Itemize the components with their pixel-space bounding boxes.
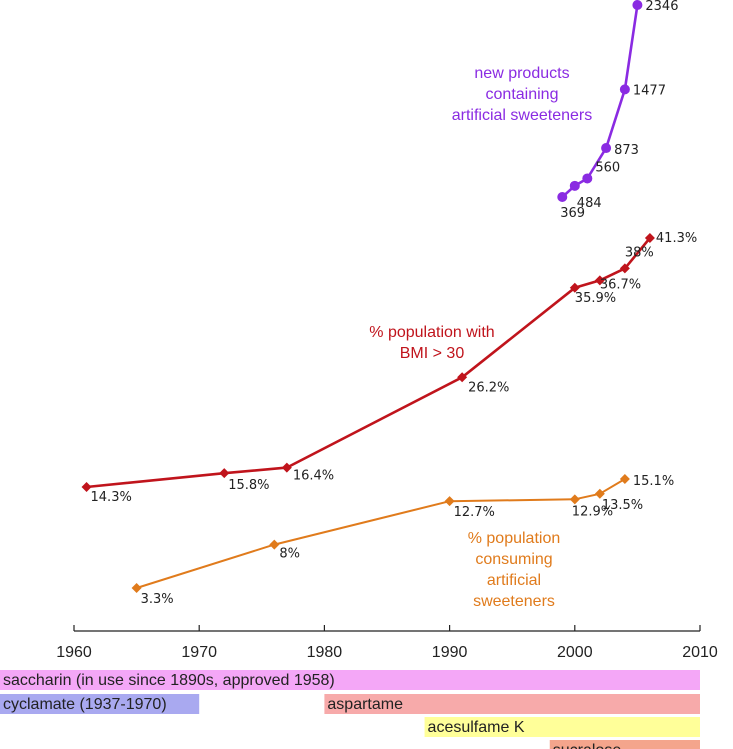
timeline-bar: aspartame <box>324 694 700 714</box>
timeline-bar: saccharin (in use since 1890s, approved … <box>0 670 700 690</box>
data-point <box>632 0 643 10</box>
data-label: 873 <box>614 143 639 158</box>
series-label-line: sweeteners <box>473 593 555 610</box>
x-tick-label: 1990 <box>432 644 468 661</box>
data-point <box>619 474 630 484</box>
data-label: 2346 <box>645 0 678 14</box>
timeline-bar-label: saccharin (in use since 1890s, approved … <box>3 672 335 689</box>
series-label: % population consuming artificial sweetener… <box>468 530 561 610</box>
timeline-bar: acesulfame K <box>424 717 700 737</box>
timeline-bar-fill <box>0 670 700 690</box>
data-label: 35.9% <box>575 291 616 306</box>
data-label: 1477 <box>633 83 666 98</box>
data-label: 484 <box>577 196 602 211</box>
data-label: 3.3% <box>141 592 174 607</box>
timeline-bar: sucralose <box>549 740 700 749</box>
timeline-bar-label: cyclamate (1937-1970) <box>3 696 167 713</box>
x-tick-label: 2000 <box>557 644 593 661</box>
data-point <box>582 173 593 184</box>
data-point <box>81 482 92 492</box>
data-label: 41.3% <box>656 231 697 246</box>
data-label: 8% <box>279 547 300 562</box>
series-label-line: % population with <box>369 324 494 341</box>
x-tick-label: 1980 <box>307 644 343 661</box>
timeline-bar-label: aspartame <box>327 696 403 713</box>
timeline-bar: cyclamate (1937-1970) <box>0 694 200 714</box>
data-label: 12.7% <box>454 505 495 520</box>
timeline-bar-fill <box>424 717 700 737</box>
series-line <box>136 478 626 589</box>
series-label-line: artificial <box>487 572 541 589</box>
data-point <box>281 462 292 473</box>
x-tick-label: 1970 <box>181 644 217 661</box>
data-point <box>594 275 605 286</box>
data-label: 16.4% <box>293 469 334 484</box>
data-point <box>444 496 455 507</box>
series-label: % population with BMI > 30 <box>369 324 494 362</box>
timeline-bar-fill <box>324 694 700 714</box>
data-point <box>557 192 568 202</box>
data-label: 15.8% <box>228 478 269 493</box>
data-point <box>569 494 580 505</box>
x-tick-label: 2010 <box>682 644 718 661</box>
data-point <box>569 180 580 191</box>
x-axis: 1960 1970 1980 1990 2000 2010 <box>56 625 718 661</box>
data-point <box>619 263 630 274</box>
timeline-bars: saccharin (in use since 1890s, approved … <box>0 670 700 749</box>
data-label: 15.1% <box>633 474 674 489</box>
series-line <box>86 237 651 489</box>
series-2: 14.3% 15.8% 16.4% 26.2% 35.9%36.7% 38%41.3% % … <box>81 231 697 505</box>
data-label: 38% <box>625 245 654 260</box>
series-label-line: BMI > 30 <box>400 345 465 362</box>
series-label-line: new products <box>474 65 569 82</box>
data-point <box>601 143 612 154</box>
x-tick-label: 1960 <box>56 644 92 661</box>
data-point <box>594 488 605 499</box>
data-point <box>131 583 142 593</box>
data-label: 13.5% <box>602 498 643 513</box>
data-label: 36.7% <box>600 277 641 292</box>
data-label: 369 <box>560 206 585 221</box>
timeline-bar-label: acesulfame K <box>428 719 525 736</box>
data-point <box>219 468 230 479</box>
timeline-bar-label: sucralose <box>553 742 622 749</box>
series-3: 3.3% 8% 12.7% 12.9%13.5% 15.1% % population co… <box>131 474 674 610</box>
data-label: 560 <box>595 160 620 175</box>
data-point <box>457 372 468 383</box>
data-label: 12.9% <box>572 504 613 519</box>
data-point <box>644 233 655 243</box>
timeline-bar-fill <box>549 740 700 749</box>
data-label: 26.2% <box>468 380 509 395</box>
data-point <box>269 539 280 550</box>
series-label: new products containing artificial sweeten… <box>452 65 593 124</box>
data-point <box>619 84 630 95</box>
series-label-line: containing <box>486 86 559 103</box>
data-point <box>569 282 580 293</box>
series-label-line: artificial sweeteners <box>452 107 593 124</box>
data-label: 14.3% <box>91 490 132 505</box>
series-label-line: % population <box>468 530 561 547</box>
timeline-bar-fill <box>0 694 200 714</box>
series-label-line: consuming <box>475 551 552 568</box>
